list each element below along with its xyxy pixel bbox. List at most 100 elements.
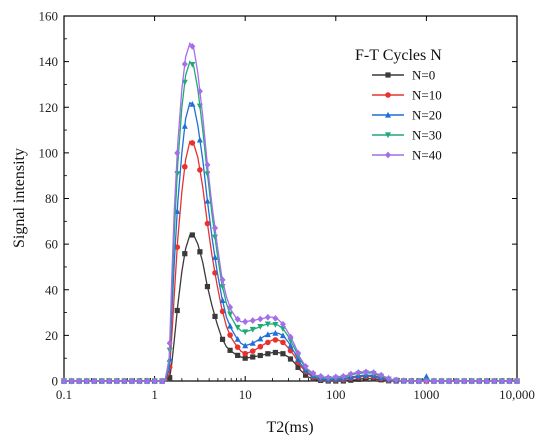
- data-point: [204, 283, 211, 290]
- data-point: [287, 356, 294, 362]
- data-point: [212, 254, 218, 260]
- data-point: [272, 314, 279, 322]
- data-point: [408, 377, 415, 385]
- data-point: [295, 364, 301, 370]
- y-tick-label: 80: [45, 191, 58, 206]
- data-point: [249, 339, 256, 346]
- data-point: [242, 342, 249, 349]
- data-point: [106, 377, 113, 385]
- plot-frame: [63, 15, 518, 382]
- y-tick-label: 60: [45, 237, 58, 252]
- data-point: [272, 329, 279, 336]
- data-point: [204, 171, 211, 178]
- data-point: [113, 377, 120, 385]
- data-point: [280, 339, 286, 346]
- data-point: [197, 249, 203, 255]
- data-point: [257, 315, 264, 323]
- series-N=40: [61, 42, 520, 385]
- data-point: [249, 348, 256, 354]
- legend-label: N=0: [412, 68, 435, 83]
- data-point: [196, 87, 203, 95]
- legend-label: N=40: [412, 148, 442, 163]
- data-point: [303, 372, 309, 378]
- data-point: [212, 270, 218, 276]
- data-point: [242, 318, 249, 326]
- data-point: [182, 163, 188, 170]
- y-tick-label: 140: [39, 54, 59, 69]
- data-point: [498, 377, 505, 385]
- data-point: [83, 377, 90, 385]
- y-tick-label: 0: [52, 374, 59, 389]
- data-point: [287, 333, 294, 341]
- x-tick-label: 1000: [413, 387, 439, 402]
- data-point: [264, 313, 271, 321]
- data-point: [204, 220, 211, 227]
- data-point: [234, 324, 241, 331]
- data-point: [189, 61, 196, 68]
- data-point: [476, 377, 483, 385]
- x-tick-label: 10: [239, 387, 252, 402]
- data-point: [182, 251, 188, 257]
- data-point: [264, 331, 271, 338]
- data-point: [227, 322, 234, 329]
- data-point: [234, 344, 241, 350]
- series-N=0: [61, 232, 520, 384]
- data-point: [272, 337, 279, 343]
- axes: 0.1 1 10 100 1000 10,000 0 20 40 60 80 100 120 140 160: [39, 9, 535, 403]
- data-point: [272, 321, 279, 328]
- data-point: [370, 369, 377, 376]
- data-point: [159, 377, 166, 385]
- data-point: [264, 321, 271, 328]
- data-point: [227, 311, 234, 318]
- x-tick-label: 10,000: [499, 387, 535, 402]
- data-point: [181, 60, 188, 68]
- y-tick-label: 100: [39, 145, 59, 160]
- legend-marker: [385, 92, 391, 98]
- data-point: [227, 332, 233, 338]
- data-point: [491, 377, 498, 385]
- data-point: [227, 303, 234, 311]
- data-point: [438, 377, 445, 385]
- data-point: [189, 232, 195, 238]
- data-point: [514, 377, 520, 385]
- data-point: [506, 377, 513, 385]
- data-point: [235, 352, 241, 358]
- data-point: [317, 372, 324, 380]
- data-point: [265, 339, 271, 346]
- data-point: [265, 351, 271, 357]
- data-point: [219, 336, 226, 342]
- data-point: [144, 377, 151, 385]
- data-point: [204, 161, 211, 169]
- data-point: [257, 335, 264, 342]
- legend-marker: [385, 151, 391, 159]
- data-point: [242, 329, 249, 336]
- data-point: [295, 349, 302, 357]
- y-axis-title: Signal intensity: [11, 148, 28, 248]
- data-point: [219, 297, 226, 303]
- legend: F-T Cycles N N=0 N=10 N=20 N=30 N=40: [355, 47, 442, 163]
- y-tick-label: 120: [39, 100, 59, 115]
- data-point: [242, 350, 248, 357]
- data-point: [136, 377, 143, 385]
- data-point: [272, 349, 278, 356]
- data-point: [98, 377, 105, 385]
- data-point: [189, 42, 196, 50]
- legend-label: N=10: [412, 88, 442, 103]
- legend-label: N=30: [412, 128, 442, 143]
- data-point: [423, 373, 430, 380]
- legend-marker: [385, 111, 391, 118]
- data-point: [453, 377, 460, 385]
- data-point: [181, 122, 188, 129]
- x-tick-label: 100: [326, 387, 346, 402]
- data-point: [378, 371, 385, 379]
- y-tick-label: 40: [45, 282, 58, 297]
- data-point: [219, 308, 226, 315]
- data-point: [196, 136, 203, 143]
- data-point: [174, 149, 181, 157]
- data-point: [310, 369, 317, 377]
- data-point: [219, 276, 226, 284]
- data-point: [446, 377, 453, 385]
- data-point: [91, 377, 98, 385]
- legend-marker: [385, 72, 391, 78]
- data-point: [400, 377, 407, 385]
